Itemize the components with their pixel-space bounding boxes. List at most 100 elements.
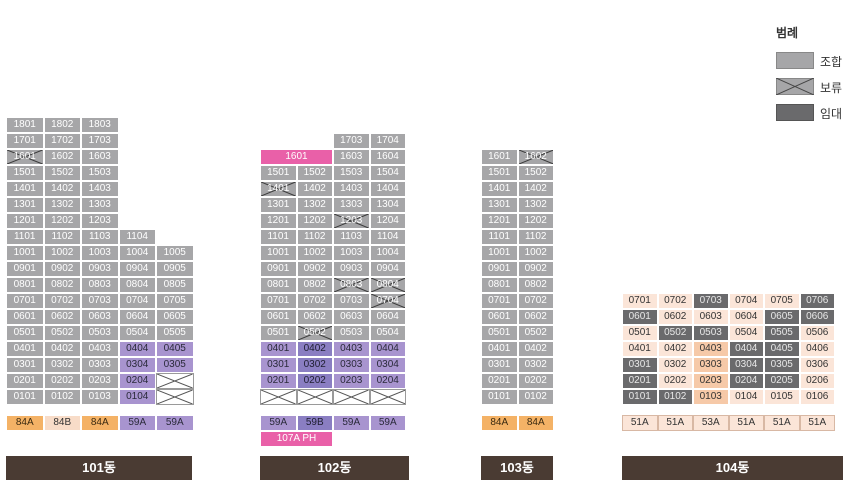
unit-number: 0302	[524, 359, 547, 370]
unit-number: 1104	[376, 231, 399, 242]
unit-type-label: 84B	[43, 415, 81, 431]
unit-number: 0602	[664, 311, 687, 322]
unit-number: 0706	[806, 295, 829, 306]
unit-number: 0801	[488, 279, 511, 290]
unit-type-label: 59A	[118, 415, 156, 431]
unit-number: 0203	[88, 375, 111, 386]
unit-number: 0802	[524, 279, 547, 290]
unit-cell: 0403	[693, 341, 729, 357]
unit-number: 0302	[51, 359, 74, 370]
legend-swatch-gray	[776, 52, 814, 69]
unit-number: 0403	[699, 343, 722, 354]
unit-number: 1002	[303, 247, 326, 258]
unit-cell: 0202	[43, 373, 81, 389]
unit-number: 0201	[488, 375, 511, 386]
unit-number: 1203	[88, 215, 111, 226]
unit-cell: 0505	[156, 325, 194, 341]
unit-cell: 1101	[260, 229, 297, 245]
unit-number: 0102	[664, 391, 687, 402]
unit-number: 1702	[51, 135, 74, 146]
unit-type-label: 51A	[728, 415, 764, 431]
unit-number: 0302	[303, 359, 326, 370]
unit-number: 0602	[303, 311, 326, 322]
unit-number: 1404	[376, 183, 399, 194]
unit-number: 1603	[88, 151, 111, 162]
unit-cell: 0204	[369, 373, 406, 389]
unit-number: 0504	[126, 327, 149, 338]
unit-number: 0704	[376, 295, 399, 306]
unit-number: 0903	[340, 263, 363, 274]
unit-number: 1302	[51, 199, 74, 210]
unit-cell: 0102	[517, 389, 554, 405]
cross-icon	[334, 278, 369, 292]
unit-cell: 0505	[764, 325, 800, 341]
unit-number: 0905	[163, 263, 186, 274]
unit-number: 0206	[806, 375, 829, 386]
unit-cell: 0702	[296, 293, 333, 309]
unit-cell: 0301	[6, 357, 44, 373]
unit-cell: 0504	[728, 325, 764, 341]
unit-cell: 0204	[728, 373, 764, 389]
unit-number: 1302	[303, 199, 326, 210]
unit-number: 0703	[88, 295, 111, 306]
unit-number: 1201	[13, 215, 36, 226]
cross-icon	[157, 390, 193, 404]
legend-label: 보류	[820, 81, 843, 95]
unit-cell: 0701	[6, 293, 44, 309]
legend-title: 범례	[776, 26, 799, 40]
unit-cell: 0301	[260, 357, 297, 373]
unit-cell: 0305	[156, 357, 194, 373]
unit-cell: 1401	[481, 181, 518, 197]
unit-number: 0703	[699, 295, 722, 306]
unit-cell: 0803	[81, 277, 119, 293]
unit-number: 0402	[524, 343, 547, 354]
unit-number: 1402	[51, 183, 74, 194]
unit-number: 0403	[88, 343, 111, 354]
building-name-bar: 101동	[6, 456, 192, 480]
unit-number: 1601	[488, 151, 511, 162]
unit-number: 1502	[303, 167, 326, 178]
unit-number: 0502	[524, 327, 547, 338]
unit-cell: 1104	[369, 229, 406, 245]
unit-number: 0305	[770, 359, 793, 370]
unit-cell: 1702	[43, 133, 81, 149]
unit-number: 0305	[163, 359, 186, 370]
unit-type-label: 53A	[693, 415, 729, 431]
unit-number: 0901	[488, 263, 511, 274]
unit-cell: 0602	[657, 309, 693, 325]
unit-cell: 1701	[6, 133, 44, 149]
unit-number: 1304	[376, 199, 399, 210]
unit-cell: 0504	[369, 325, 406, 341]
unit-cell: 0304	[369, 357, 406, 373]
unit-number: 1005	[163, 247, 186, 258]
unit-cell: 1201	[481, 213, 518, 229]
unit-cell: 1402	[517, 181, 554, 197]
unit-cell: 1501	[481, 165, 518, 181]
unit-number: 1101	[267, 231, 289, 242]
unit-cell: 0503	[693, 325, 729, 341]
unit-number: 0204	[376, 375, 399, 386]
unit-cell: 0201	[260, 373, 297, 389]
unit-cell: 0405	[764, 341, 800, 357]
unit-cell: 0705	[156, 293, 194, 309]
unit-number: 1102	[51, 231, 73, 242]
unit-cell: 1102	[43, 229, 81, 245]
unit-cell: 0706	[799, 293, 835, 309]
unit-number: 0505	[770, 327, 793, 338]
unit-number: 0502	[51, 327, 74, 338]
unit-number: 1403	[88, 183, 111, 194]
unit-number: 1303	[340, 199, 363, 210]
unit-cell: 0702	[517, 293, 554, 309]
unit-number: 0401	[628, 343, 651, 354]
unit-cell: 1501	[260, 165, 297, 181]
unit-number: 1704	[376, 135, 399, 146]
unit-type-label: 51A	[622, 415, 658, 431]
unit-number: 0503	[699, 327, 722, 338]
unit-number: 0501	[488, 327, 511, 338]
unit-cell: 1005	[156, 245, 194, 261]
unit-cell: 0603	[693, 309, 729, 325]
unit-number: 0702	[51, 295, 74, 306]
unit-number: 1201	[267, 215, 290, 226]
unit-number: 1303	[88, 199, 111, 210]
unit-cell: 0805	[156, 277, 194, 293]
